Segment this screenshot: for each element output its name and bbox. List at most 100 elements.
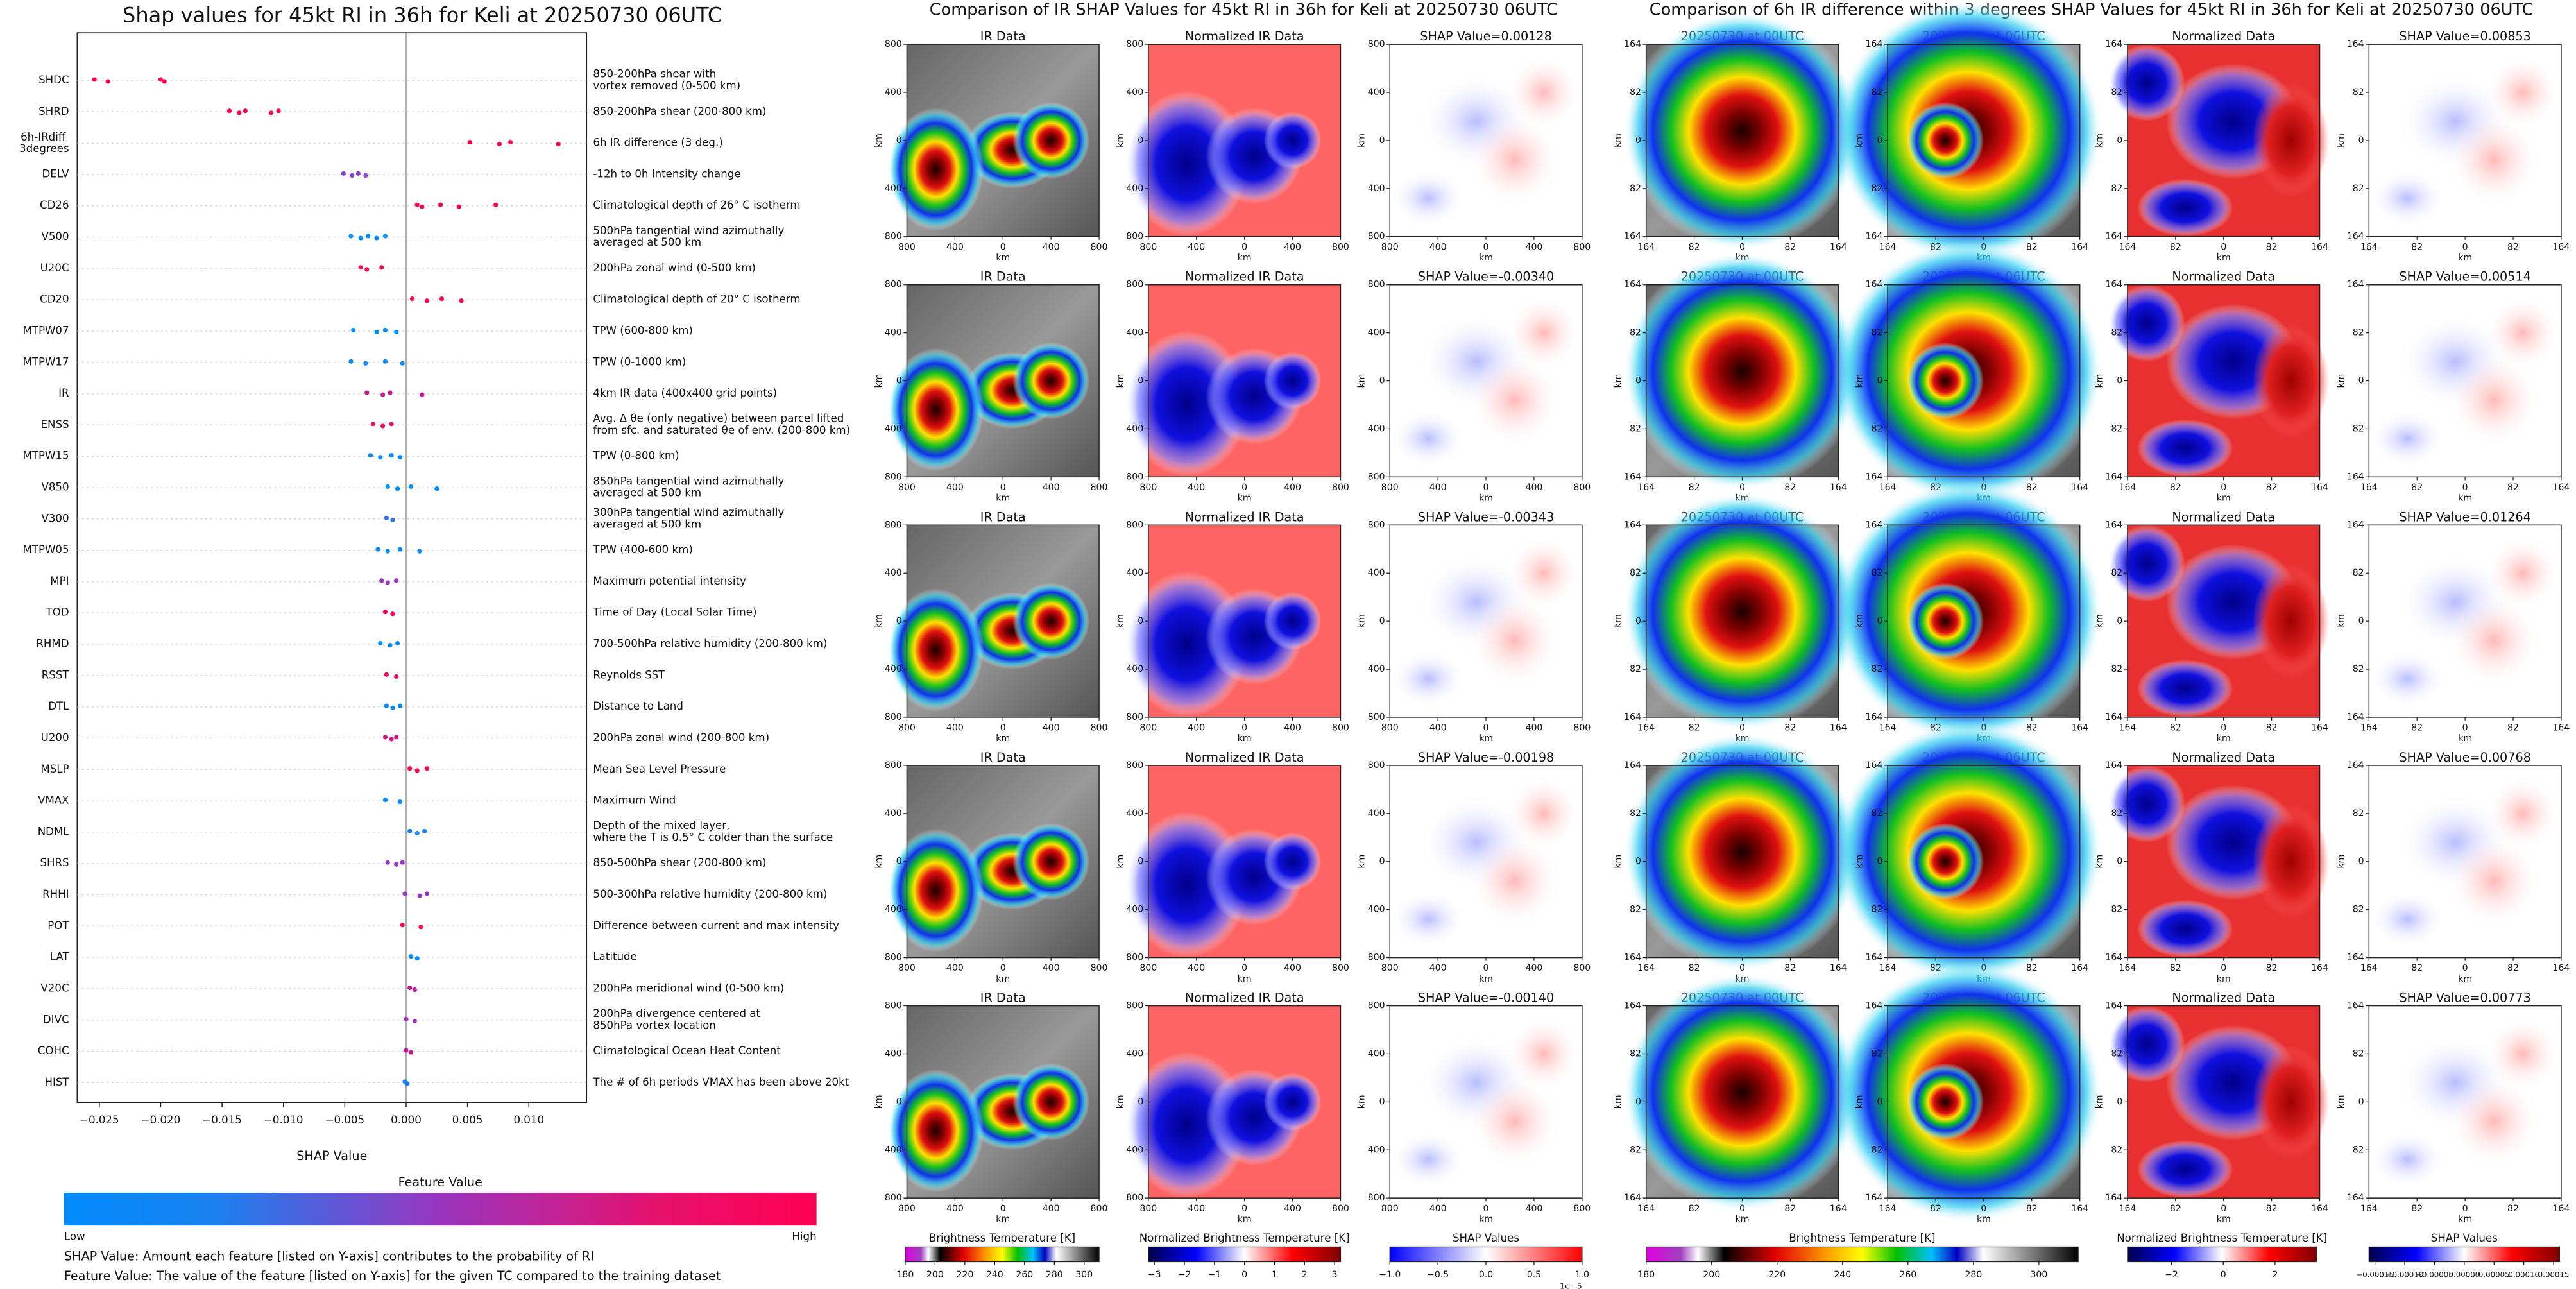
colorbar-tick-label: 1.0 [1575, 1270, 1589, 1280]
colorbar-tick-label: 0.0 [1479, 1270, 1493, 1280]
y-axis-label: km [2336, 614, 2346, 628]
colorbar-tick-label: −2 [1178, 1270, 1191, 1280]
y-tick-label: 0 [1138, 616, 1143, 626]
x-axis-label: km [1977, 1214, 1991, 1224]
colorbar-tick-label: 0.00000 [2449, 1270, 2480, 1279]
x-tick-label: 0 [1000, 963, 1006, 973]
image-layer [887, 1069, 984, 1193]
y-axis-label: km [1613, 855, 1623, 869]
x-tick-label: 800 [1381, 482, 1399, 493]
x-tick-label: −0.025 [80, 1114, 119, 1126]
panel-title: SHAP Value=0.00128 [1420, 29, 1552, 44]
x-tick-label: 0 [2462, 242, 2468, 252]
x-tick-label: 0 [1483, 482, 1489, 493]
image-layer [2252, 1044, 2330, 1160]
x-axis-label: km [996, 974, 1010, 984]
y-tick-label: 400 [885, 664, 902, 674]
y-tick-label: 800 [1368, 232, 1385, 242]
image-layer [2108, 525, 2185, 602]
x-tick-label: 164 [2119, 963, 2136, 973]
y-axis-label: km [1613, 614, 1623, 628]
x-tick-label: 800 [1139, 242, 1157, 252]
shap-point [382, 234, 388, 239]
x-tick-label: 800 [1139, 963, 1157, 973]
image-layer [1467, 1073, 1563, 1170]
shap-point [374, 235, 379, 241]
x-tick-label: 0 [1241, 963, 1247, 973]
feature-description: TPW (0-1000 km) [592, 355, 686, 368]
y-tick-label: 164 [1866, 280, 1883, 290]
x-axis-label: km [1238, 1214, 1252, 1224]
shap-point [382, 327, 388, 332]
feature-label: SHRD [38, 105, 69, 117]
panel-image [1834, 721, 2103, 983]
shap-point [497, 142, 502, 147]
x-axis-label: km [1238, 733, 1252, 744]
y-tick-label: 800 [1368, 953, 1385, 963]
feature-description: -12h to 0h Intensity change [593, 167, 740, 180]
x-tick-label: 800 [1573, 1204, 1591, 1214]
feature-label: MTPW05 [22, 543, 69, 556]
x-axis-label: SHAP Value [296, 1148, 367, 1163]
panel-image [1623, 252, 1862, 491]
y-tick-label: 0 [1877, 616, 1882, 626]
image-layer [1390, 650, 1467, 708]
y-tick-label: 400 [1368, 905, 1385, 915]
y-tick-label: 800 [1368, 712, 1385, 722]
y-tick-label: 0 [896, 135, 902, 146]
image-layer [1012, 102, 1090, 179]
colorbar-label: Brightness Temperature [K] [1789, 1232, 1935, 1244]
x-tick-label: 0 [1241, 242, 1247, 252]
y-tick-label: 800 [885, 520, 902, 530]
shap-point [394, 578, 399, 583]
plot-frame [76, 32, 588, 1104]
footnote: SHAP Value: Amount each feature [listed … [64, 1249, 594, 1263]
colorbar-offset: 1e−5 [1560, 1281, 1582, 1289]
shap-point [226, 108, 232, 114]
x-tick-label: 164 [2119, 1204, 2136, 1214]
shap-point [420, 392, 425, 397]
panel-title: Normalized IR Data [1185, 29, 1304, 44]
x-tick-label: 400 [1188, 482, 1205, 493]
feature-label: V500 [41, 230, 69, 243]
x-tick-label: 800 [898, 482, 916, 493]
x-tick-label: 0.000 [391, 1114, 422, 1126]
x-tick-label: 0 [1000, 1204, 1006, 1214]
y-tick-label: 82 [2353, 568, 2364, 578]
shap-point [380, 392, 386, 397]
x-tick-label: 800 [1139, 482, 1157, 493]
panel-image [1623, 733, 1862, 971]
panel-title: SHAP Value=0.00853 [2399, 29, 2531, 44]
shap-point [397, 455, 403, 460]
feature-description: averaged at 500 km [593, 236, 701, 248]
y-tick-label: 0 [1635, 1097, 1641, 1107]
shap-point [424, 766, 430, 771]
y-tick-label: 82 [1630, 1048, 1641, 1059]
x-tick-label: 0 [1739, 723, 1745, 733]
colorbar-tick-label: 200 [926, 1270, 944, 1280]
shap-point [243, 108, 248, 114]
shap-point [417, 549, 422, 554]
feature-description: Mean Sea Level Pressure [593, 763, 726, 775]
feature-description: Climatological depth of 20° C isotherm [593, 293, 800, 305]
x-tick-label: 0 [1981, 1204, 1986, 1214]
x-tick-label: 800 [1332, 1204, 1349, 1214]
shap-point [388, 643, 393, 648]
x-tick-label: 164 [2360, 482, 2378, 493]
y-tick-label: 164 [1866, 712, 1883, 722]
y-tick-label: 0 [1379, 376, 1385, 386]
y-tick-label: 164 [1624, 232, 1641, 242]
x-tick-label: 800 [898, 723, 916, 733]
y-axis-label: km [2336, 1095, 2346, 1109]
y-tick-label: 0 [2358, 135, 2364, 146]
colorbar-tick-label: −0.5 [1427, 1270, 1449, 1280]
y-axis-label: km [1115, 614, 1125, 628]
y-tick-label: 400 [885, 423, 902, 434]
x-tick-label: 82 [2266, 963, 2278, 973]
x-tick-label: 400 [1284, 723, 1301, 733]
y-axis-label: km [1613, 1095, 1623, 1109]
panel-image [1390, 1005, 1582, 1199]
y-tick-label: 800 [1126, 1193, 1143, 1203]
panel-image [1834, 481, 2103, 742]
y-tick-label: 164 [1624, 520, 1641, 530]
